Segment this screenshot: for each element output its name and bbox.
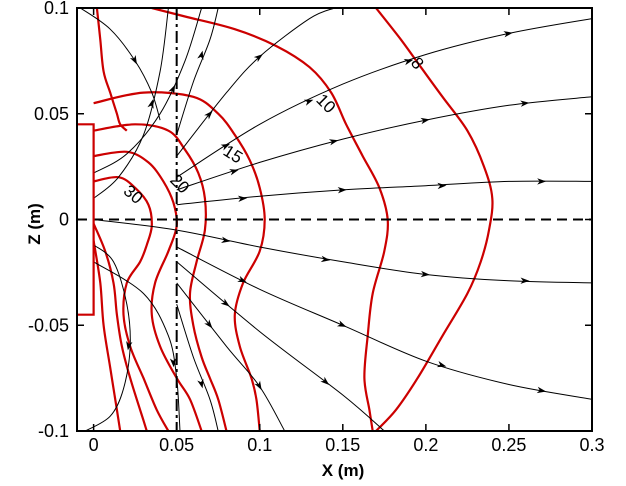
streamline-arrow bbox=[253, 54, 263, 63]
x-tick-label: 0.3 bbox=[579, 435, 604, 455]
streamline-arrow bbox=[503, 31, 513, 38]
streamline-arrow bbox=[168, 84, 176, 95]
x-tick-label: 0.05 bbox=[159, 435, 194, 455]
streamline-arrow bbox=[337, 186, 347, 194]
streamline-arrow bbox=[204, 110, 213, 120]
streamline-arrow bbox=[420, 117, 430, 125]
streamline-arrow bbox=[237, 195, 248, 202]
contour-label: 10 bbox=[312, 90, 339, 117]
streamline-arrow bbox=[220, 143, 231, 151]
streamline bbox=[93, 261, 181, 431]
streamline-arrow bbox=[303, 99, 314, 106]
streamline bbox=[176, 18, 592, 178]
streamline bbox=[93, 219, 592, 284]
source-plate-layer bbox=[77, 123, 95, 316]
contour-line-8 bbox=[375, 8, 494, 431]
streamline-arrow bbox=[320, 376, 330, 386]
y-tick-label: -0.05 bbox=[28, 315, 69, 335]
x-tick-label: 0.1 bbox=[247, 435, 272, 455]
x-tick-label: 0.15 bbox=[325, 435, 360, 455]
streamline-arrow bbox=[336, 320, 347, 327]
reference-lines-layer bbox=[77, 8, 592, 431]
source-plate bbox=[77, 123, 95, 316]
streamline-arrow bbox=[169, 358, 177, 368]
streamline-arrow bbox=[437, 182, 447, 190]
streamline bbox=[93, 8, 169, 199]
contour-label: 8 bbox=[407, 54, 428, 73]
streamline bbox=[176, 8, 335, 157]
contour-line-12 bbox=[93, 91, 266, 431]
streamline bbox=[80, 8, 161, 121]
x-tick-label: 0.2 bbox=[413, 435, 438, 455]
streamline-arrow bbox=[254, 380, 262, 391]
streamline-arrow bbox=[197, 50, 204, 61]
streamline-arrow bbox=[403, 59, 414, 66]
streamline-arrow bbox=[536, 386, 547, 394]
streamline-arrow bbox=[126, 340, 133, 351]
y-tick-label: 0 bbox=[59, 210, 69, 230]
streamline-arrow bbox=[204, 319, 213, 329]
contour-line-50 bbox=[92, 240, 122, 431]
contour-line-15 bbox=[93, 123, 228, 431]
streamline bbox=[176, 246, 592, 400]
streamlines-layer bbox=[80, 8, 592, 431]
streamline-arrow bbox=[221, 236, 231, 243]
streamline-arrow bbox=[436, 360, 447, 368]
y-tick-label: 0.1 bbox=[44, 0, 69, 18]
streamline-arrow bbox=[147, 99, 154, 109]
streamline-arrow bbox=[197, 378, 204, 389]
y-tick-label: -0.1 bbox=[38, 421, 69, 441]
streamline-arrow bbox=[320, 255, 331, 263]
streamline bbox=[85, 244, 131, 431]
streamline-arrow bbox=[328, 139, 339, 146]
contour-line-60 bbox=[95, 8, 128, 132]
x-tick-label: 0 bbox=[89, 435, 99, 455]
contour-line-30 bbox=[93, 175, 170, 431]
y-axis-title: Z (m) bbox=[25, 203, 44, 245]
streamline-arrow bbox=[520, 277, 530, 284]
streamline-arrow bbox=[237, 275, 247, 283]
streamline-arrow bbox=[420, 270, 430, 278]
streamline bbox=[176, 96, 592, 191]
streamline-arrow bbox=[537, 178, 547, 185]
streamline-arrow bbox=[220, 298, 230, 307]
streamline bbox=[176, 282, 286, 431]
streamline bbox=[176, 303, 219, 431]
streamline-arrow bbox=[129, 54, 137, 65]
x-tick-label: 0.25 bbox=[491, 435, 526, 455]
contour-line-10 bbox=[151, 8, 389, 431]
ticks-layer: 0 0.05 0.1 0.15 0.2 0.25 0.3 -0.1 -0.05 0 0.05 0.1 bbox=[28, 0, 605, 455]
streamline bbox=[93, 8, 203, 174]
streamline bbox=[176, 261, 385, 431]
x-axis-title: X (m) bbox=[322, 461, 365, 480]
contours-layer bbox=[92, 8, 494, 431]
streamline-arrow bbox=[520, 100, 530, 107]
contour-label: 30 bbox=[120, 181, 147, 208]
y-tick-label: 0.05 bbox=[34, 104, 69, 124]
streamline bbox=[176, 8, 219, 136]
streamline-arrow bbox=[229, 169, 239, 176]
streamline bbox=[176, 180, 592, 206]
